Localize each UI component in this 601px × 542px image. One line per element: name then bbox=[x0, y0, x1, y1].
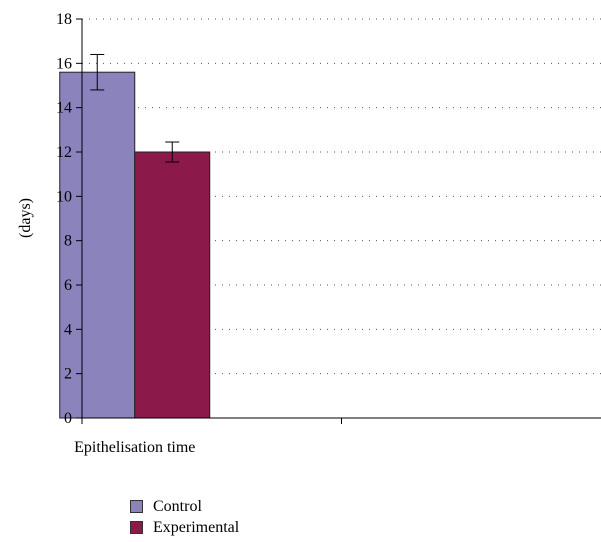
y-tick-label: 10 bbox=[56, 188, 72, 205]
bar-control bbox=[59, 71, 136, 419]
y-tick-label: 4 bbox=[64, 321, 72, 338]
y-tick-label: 14 bbox=[56, 100, 72, 117]
x-tick-label: Epithelisation time bbox=[74, 439, 195, 456]
legend-swatch-control bbox=[130, 500, 143, 513]
y-tick-labels: 0 2 4 6 8 10 12 14 16 18 bbox=[56, 11, 72, 427]
legend: Control Experimental bbox=[130, 496, 239, 538]
x-tick-labels: Epithelisation time bbox=[74, 439, 195, 456]
gridlines bbox=[82, 18, 601, 375]
y-tick-label: 16 bbox=[56, 55, 72, 72]
legend-item-experimental: Experimental bbox=[130, 517, 239, 538]
error-bars bbox=[90, 53, 180, 163]
legend-item-control: Control bbox=[130, 496, 239, 517]
y-tick-label: 6 bbox=[64, 277, 72, 294]
legend-label-experimental: Experimental bbox=[153, 518, 240, 536]
y-tick-label: 12 bbox=[56, 144, 72, 161]
axes bbox=[76, 18, 601, 424]
legend-swatch-experimental bbox=[130, 521, 143, 534]
y-tick-label: 2 bbox=[64, 366, 72, 383]
chart: 0 2 4 6 8 10 12 14 16 18 Epithelisation time (day… bbox=[17, 11, 601, 456]
bar-experimental bbox=[134, 151, 211, 419]
y-tick-label: 8 bbox=[64, 233, 72, 250]
legend-label-control: Control bbox=[153, 497, 202, 515]
y-tick-label: 18 bbox=[56, 11, 72, 28]
y-axis-title: (days) bbox=[17, 198, 34, 238]
y-tick-label: 0 bbox=[64, 410, 72, 427]
